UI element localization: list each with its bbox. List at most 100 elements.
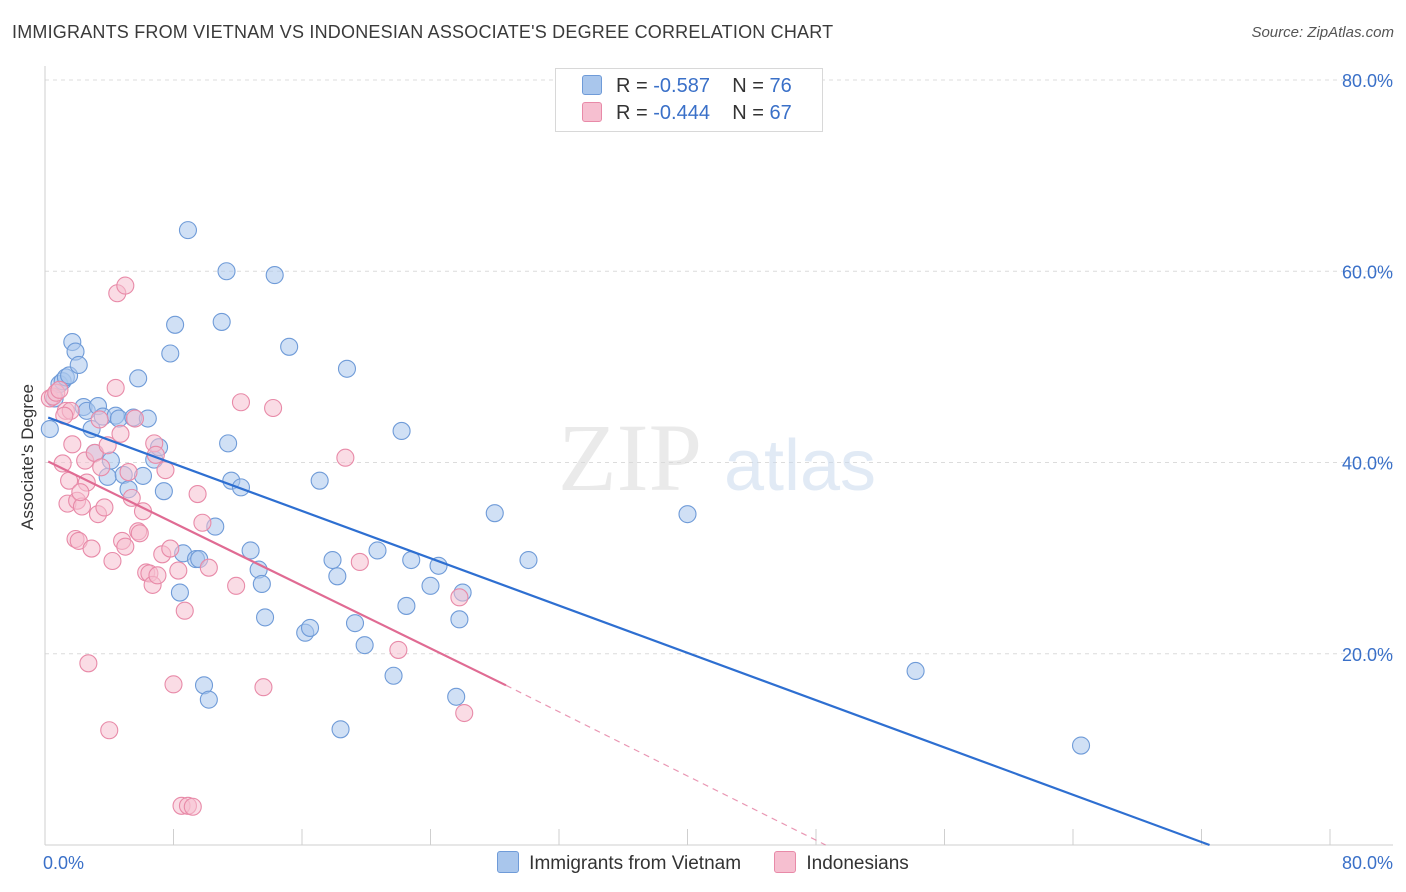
legend-swatch-indonesians <box>774 851 797 873</box>
r-value: -0.444 <box>653 102 710 124</box>
point-vietnam <box>450 610 469 629</box>
point-vietnam <box>421 576 440 595</box>
point-indonesians <box>188 485 207 504</box>
point-vietnam <box>447 687 466 706</box>
point-vietnam <box>337 359 357 378</box>
point-vietnam <box>429 556 448 575</box>
point-vietnam <box>219 434 238 453</box>
legend-label: Immigrants from Vietnam <box>529 853 742 874</box>
point-indonesians <box>169 561 188 580</box>
legend-item-indonesians[interactable]: Indonesians <box>774 851 909 875</box>
trend-line-vietnam <box>47 416 1210 847</box>
point-vietnam <box>252 574 271 593</box>
x-tick-label: 80.0% <box>1342 853 1393 873</box>
point-indonesians <box>175 601 194 620</box>
point-indonesians <box>183 797 202 816</box>
point-vietnam <box>256 608 275 627</box>
point-vietnam <box>178 221 198 240</box>
point-indonesians <box>122 488 141 507</box>
n-label: N = <box>732 102 770 124</box>
point-indonesians <box>193 513 212 532</box>
r-label: R = <box>616 75 654 97</box>
point-vietnam <box>678 505 697 524</box>
point-indonesians <box>164 675 183 694</box>
n-value: 76 <box>769 75 792 97</box>
point-indonesians <box>264 398 283 418</box>
point-indonesians <box>95 498 114 517</box>
point-vietnam <box>166 315 185 334</box>
point-indonesians <box>79 654 98 673</box>
point-vietnam <box>161 344 180 363</box>
y-tick-label: 20.0% <box>1342 645 1393 665</box>
point-vietnam <box>265 266 284 285</box>
point-vietnam <box>392 421 411 440</box>
point-vietnam <box>485 504 504 523</box>
point-indonesians <box>100 721 119 740</box>
point-indonesians <box>106 378 125 397</box>
point-indonesians <box>336 448 355 467</box>
point-vietnam <box>217 262 236 281</box>
point-vietnam <box>368 541 387 560</box>
point-indonesians <box>231 393 251 412</box>
point-indonesians <box>156 461 175 480</box>
point-vietnam <box>331 720 350 739</box>
point-indonesians <box>130 524 149 543</box>
legend-row-indonesians: R = -0.444 N = 67 <box>582 102 792 125</box>
point-vietnam <box>323 550 342 570</box>
point-vietnam <box>199 690 218 709</box>
legend-swatch-vietnam <box>582 75 602 95</box>
legend-row-vietnam: R = -0.587 N = 76 <box>582 75 792 98</box>
point-vietnam <box>1071 736 1091 755</box>
point-vietnam <box>241 541 260 560</box>
point-indonesians <box>161 539 180 558</box>
point-indonesians <box>450 588 469 607</box>
point-vietnam <box>129 369 148 388</box>
y-tick-label: 40.0% <box>1342 454 1393 474</box>
watermark: ZIP atlas <box>558 404 876 511</box>
stats-legend: R = -0.587 N = 76 R = -0.444 N = 67 <box>555 68 823 132</box>
point-indonesians <box>116 276 135 295</box>
point-indonesians <box>148 566 167 585</box>
n-value: 67 <box>769 102 792 124</box>
legend-swatch-indonesians <box>582 102 602 122</box>
trend-lines <box>47 416 1210 847</box>
tick-labels: 20.0% 40.0% 60.0% 80.0% 0.0% 80.0% <box>43 71 1393 873</box>
point-vietnam <box>328 567 347 586</box>
watermark-atlas: atlas <box>724 426 876 506</box>
point-vietnam <box>212 312 231 331</box>
chart-title: IMMIGRANTS FROM VIETNAM VS INDONESIAN AS… <box>12 22 834 42</box>
point-vietnam <box>280 337 299 356</box>
legend-item-vietnam[interactable]: Immigrants from Vietnam <box>497 851 741 875</box>
x-tick-label: 0.0% <box>43 853 84 873</box>
point-indonesians <box>90 410 109 429</box>
watermark-zip: ZIP <box>558 404 702 511</box>
point-indonesians <box>125 409 144 428</box>
point-indonesians <box>92 458 111 477</box>
n-label: N = <box>732 75 770 97</box>
point-indonesians <box>103 551 122 571</box>
legend-swatch-vietnam <box>497 851 520 873</box>
y-tick-label: 60.0% <box>1342 262 1393 282</box>
point-indonesians <box>63 435 82 454</box>
point-vietnam <box>397 596 416 615</box>
axes <box>44 66 1393 846</box>
point-vietnam <box>69 355 88 375</box>
point-vietnam <box>310 471 329 490</box>
y-axis-label: Associate's Degree <box>18 384 37 530</box>
point-vietnam <box>355 636 374 655</box>
point-indonesians <box>389 640 408 659</box>
grid-lines <box>45 79 1393 655</box>
legend-label: Indonesians <box>806 853 909 874</box>
point-indonesians <box>111 424 130 443</box>
point-vietnam <box>384 666 403 685</box>
point-indonesians <box>227 576 246 595</box>
point-indonesians <box>455 703 474 723</box>
point-vietnam <box>170 583 189 602</box>
point-indonesians <box>254 678 273 697</box>
point-vietnam <box>300 618 320 637</box>
point-vietnam <box>519 550 538 570</box>
point-indonesians <box>199 558 218 577</box>
source-label: Source: ZipAtlas.com <box>1251 24 1394 41</box>
point-indonesians <box>119 463 138 482</box>
